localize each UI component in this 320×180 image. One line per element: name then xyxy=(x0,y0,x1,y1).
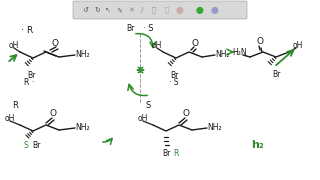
Text: ⬜: ⬜ xyxy=(152,7,156,13)
Text: ⬤: ⬤ xyxy=(211,6,219,14)
Text: R: R xyxy=(173,148,179,158)
Text: O: O xyxy=(50,109,57,118)
Text: Br: Br xyxy=(170,71,178,80)
Text: ✎: ✎ xyxy=(116,7,122,13)
Text: oH: oH xyxy=(293,40,303,50)
Text: ·: · xyxy=(20,25,23,35)
Text: Br: Br xyxy=(27,71,35,80)
Text: Br: Br xyxy=(32,141,40,150)
Text: H₂N: H₂N xyxy=(233,48,247,57)
Text: ↺: ↺ xyxy=(82,7,88,13)
Text: O: O xyxy=(182,109,189,118)
Text: R ·: R · xyxy=(24,78,34,87)
Text: ⬤: ⬤ xyxy=(176,6,184,14)
Text: ↖: ↖ xyxy=(105,7,111,13)
Text: ↻: ↻ xyxy=(94,7,100,13)
Text: R: R xyxy=(12,100,18,109)
Text: R: R xyxy=(26,26,32,35)
Text: Br: Br xyxy=(126,24,134,33)
Text: ⬤: ⬤ xyxy=(196,6,204,14)
Text: oH: oH xyxy=(152,40,162,50)
Text: oH: oH xyxy=(138,114,148,123)
Text: O: O xyxy=(257,37,263,46)
Text: O: O xyxy=(52,39,59,48)
Text: NH₂: NH₂ xyxy=(76,123,90,132)
Text: oH: oH xyxy=(9,40,19,50)
Text: NH₂: NH₂ xyxy=(76,50,90,59)
Text: · S: · S xyxy=(143,24,153,33)
Text: ✕: ✕ xyxy=(128,7,134,13)
Text: /: / xyxy=(141,7,143,13)
FancyBboxPatch shape xyxy=(73,1,247,19)
Text: S: S xyxy=(145,100,151,109)
Text: oH: oH xyxy=(5,114,15,123)
Text: · S: · S xyxy=(169,78,179,87)
Text: Br: Br xyxy=(272,69,280,78)
Text: S: S xyxy=(24,141,28,150)
Text: O: O xyxy=(191,39,198,48)
Text: ⬜: ⬜ xyxy=(165,7,169,13)
Text: h₂: h₂ xyxy=(252,140,264,150)
Text: NH₂: NH₂ xyxy=(216,50,230,59)
Text: NH₂: NH₂ xyxy=(208,123,222,132)
Text: Br: Br xyxy=(162,148,170,158)
